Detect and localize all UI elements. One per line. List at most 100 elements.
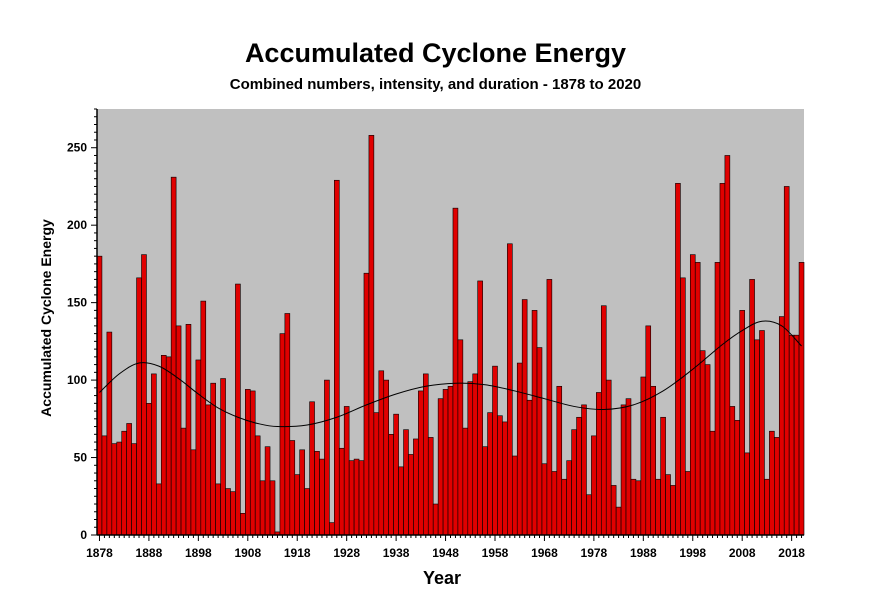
bar-1995 bbox=[675, 183, 681, 536]
bar-2001 bbox=[704, 364, 711, 536]
bar-1991 bbox=[655, 478, 661, 536]
bar-1899 bbox=[200, 300, 207, 536]
bar-1881 bbox=[111, 443, 118, 536]
bar-1949 bbox=[447, 385, 454, 536]
bar-2009 bbox=[744, 452, 750, 536]
bar-1978 bbox=[591, 435, 597, 536]
bar-1993 bbox=[665, 474, 671, 536]
bar-1964 bbox=[521, 299, 528, 536]
y-tick-label: 200 bbox=[67, 218, 87, 232]
y-axis-title: Accumulated Cyclone Energy bbox=[38, 219, 54, 417]
bar-1912 bbox=[264, 446, 271, 536]
bar-1951 bbox=[457, 339, 464, 536]
bar-1931 bbox=[358, 460, 365, 536]
y-tick-label: 150 bbox=[67, 296, 87, 310]
bar-1974 bbox=[571, 429, 577, 536]
bar-1904 bbox=[225, 488, 231, 536]
bar-1969 bbox=[546, 279, 553, 536]
bar-series bbox=[96, 135, 805, 536]
bar-1983 bbox=[615, 506, 622, 536]
bar-1882 bbox=[116, 441, 123, 536]
bar-1970 bbox=[551, 471, 558, 536]
bar-1926 bbox=[334, 179, 340, 536]
bar-1952 bbox=[462, 427, 469, 536]
chart-title: Accumulated Cyclone Energy bbox=[244, 38, 627, 68]
bar-1893 bbox=[170, 176, 177, 536]
bar-1909 bbox=[249, 390, 256, 536]
bar-1956 bbox=[482, 446, 488, 536]
bar-1997 bbox=[685, 471, 691, 536]
x-tick-label: 1878 bbox=[86, 546, 113, 560]
bar-2005 bbox=[724, 155, 731, 536]
bar-1888 bbox=[146, 403, 152, 536]
bar-1930 bbox=[353, 458, 360, 536]
bar-1946 bbox=[432, 503, 439, 536]
x-tick-label: 1998 bbox=[679, 546, 706, 560]
bar-1971 bbox=[556, 385, 563, 536]
bar-1935 bbox=[378, 370, 385, 536]
x-tick-label: 2018 bbox=[778, 546, 805, 560]
bar-1887 bbox=[141, 254, 147, 536]
bar-2015 bbox=[774, 437, 780, 536]
bar-1999 bbox=[694, 262, 701, 536]
bar-2003 bbox=[714, 262, 721, 536]
bar-1963 bbox=[516, 362, 523, 536]
bar-1972 bbox=[561, 478, 567, 536]
bar-1924 bbox=[324, 379, 330, 536]
y-tick-label: 100 bbox=[67, 373, 87, 387]
bar-1879 bbox=[101, 435, 108, 536]
x-axis-title: Year bbox=[423, 568, 461, 588]
bar-1987 bbox=[635, 480, 642, 536]
bar-1918 bbox=[294, 474, 301, 536]
bar-1980 bbox=[600, 305, 607, 536]
bar-1992 bbox=[660, 416, 666, 536]
bar-1892 bbox=[165, 356, 172, 536]
bar-1895 bbox=[180, 427, 187, 536]
bar-1950 bbox=[452, 207, 459, 536]
bar-1957 bbox=[487, 412, 493, 536]
bar-1966 bbox=[531, 310, 538, 536]
bar-2011 bbox=[754, 339, 760, 536]
x-tick-label: 1908 bbox=[234, 546, 261, 560]
bar-1943 bbox=[418, 390, 424, 536]
bar-1965 bbox=[526, 399, 533, 536]
bar-1894 bbox=[175, 325, 182, 536]
bar-1996 bbox=[680, 277, 686, 536]
bar-1917 bbox=[289, 440, 296, 536]
bar-1908 bbox=[245, 389, 251, 536]
bar-1921 bbox=[309, 401, 315, 536]
bar-1885 bbox=[131, 443, 137, 536]
bar-2013 bbox=[764, 478, 770, 536]
y-tick-label: 250 bbox=[67, 141, 87, 155]
bar-1979 bbox=[596, 392, 602, 536]
bar-1903 bbox=[220, 378, 226, 536]
bar-1897 bbox=[190, 449, 197, 536]
bar-1925 bbox=[329, 522, 335, 536]
bar-2006 bbox=[729, 406, 736, 536]
x-tick-label: 1938 bbox=[383, 546, 410, 560]
bar-1938 bbox=[393, 413, 399, 536]
bar-1942 bbox=[413, 438, 419, 536]
bar-1919 bbox=[299, 449, 305, 536]
bar-1906 bbox=[235, 283, 241, 536]
x-tick-label: 1918 bbox=[284, 546, 311, 560]
bar-1948 bbox=[442, 389, 449, 536]
bar-1927 bbox=[338, 447, 345, 536]
bar-1955 bbox=[477, 280, 483, 536]
bar-1986 bbox=[630, 478, 637, 536]
bar-1990 bbox=[650, 385, 656, 536]
bar-1976 bbox=[581, 404, 587, 536]
bar-2004 bbox=[719, 183, 726, 536]
bar-1889 bbox=[151, 373, 157, 536]
bar-2007 bbox=[734, 420, 741, 536]
bar-1962 bbox=[512, 455, 518, 536]
bar-1929 bbox=[348, 460, 355, 536]
bar-1945 bbox=[427, 437, 434, 536]
x-tick-label: 1958 bbox=[482, 546, 509, 560]
bar-1939 bbox=[398, 466, 404, 536]
bar-1947 bbox=[437, 398, 444, 536]
bar-1880 bbox=[106, 331, 113, 536]
x-tick-label: 1988 bbox=[630, 546, 657, 560]
bar-1934 bbox=[373, 412, 380, 536]
